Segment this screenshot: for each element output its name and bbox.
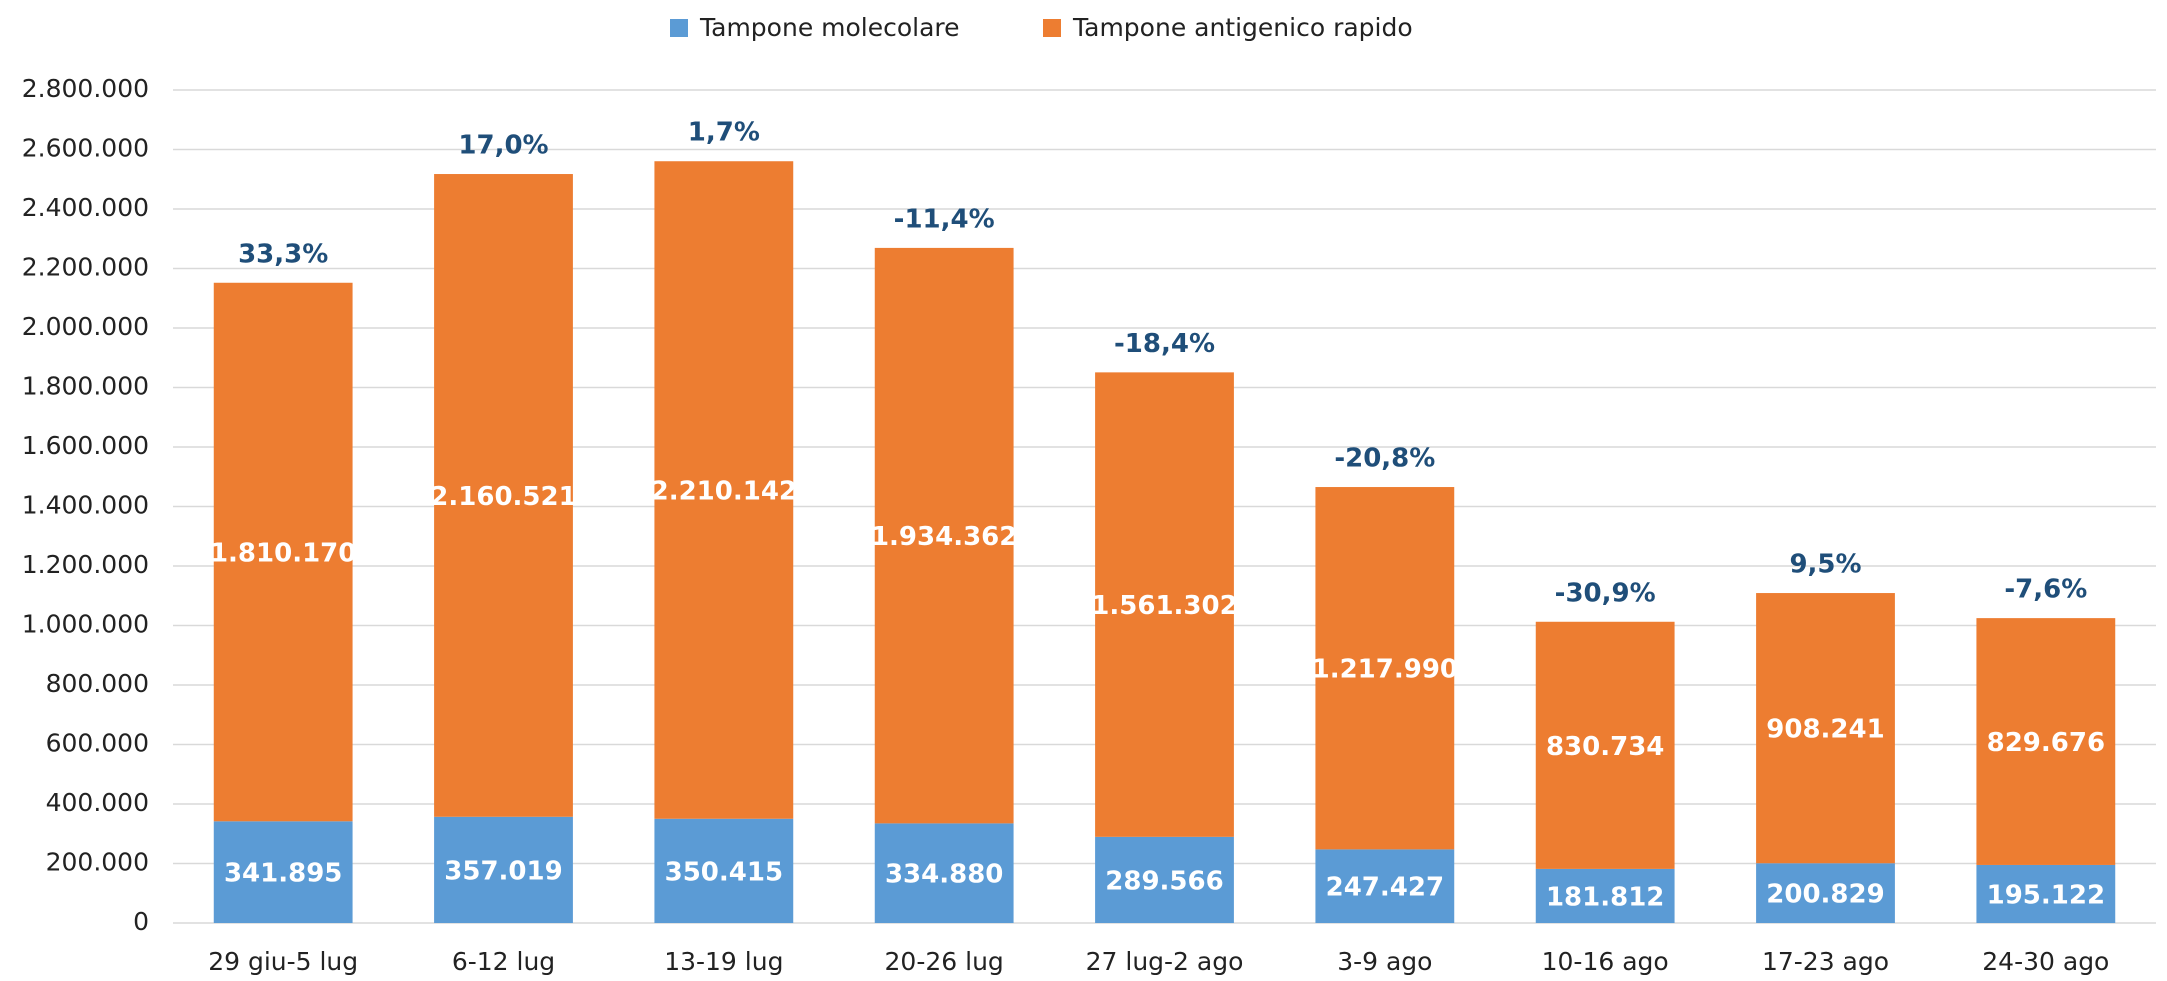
- y-tick-label: 1.000.000: [22, 610, 149, 639]
- value-label: 908.241: [1766, 715, 1884, 745]
- bar-segment: [874, 247, 1014, 824]
- annotation: 17,0%: [458, 131, 548, 161]
- y-tick-label: 2.000.000: [22, 312, 149, 341]
- y-tick-label: 0: [133, 907, 149, 936]
- x-tick-label: 13-19 lug: [664, 947, 783, 976]
- x-tick-label: 6-12 lug: [452, 947, 555, 976]
- x-tick-label: 17-23 ago: [1762, 947, 1889, 976]
- value-label: 289.566: [1105, 866, 1223, 896]
- value-label: 1.217.990: [1312, 655, 1458, 685]
- y-tick-label: 1.200.000: [22, 550, 149, 579]
- legend-label: Tampone molecolare: [699, 13, 960, 42]
- annotation: 9,5%: [1789, 550, 1861, 580]
- bar-segment: [1095, 372, 1234, 837]
- bar-segment: [1315, 849, 1455, 923]
- value-label: 829.676: [1987, 728, 2105, 758]
- y-tick-label: 2.400.000: [22, 193, 149, 222]
- legend-label: Tampone antigenico rapido: [1072, 13, 1413, 42]
- value-label: 2.160.521: [430, 482, 576, 512]
- bar-segment: [1976, 618, 2116, 865]
- x-tick-label: 29 giu-5 lug: [208, 947, 358, 976]
- y-tick-label: 2.600.000: [22, 134, 149, 163]
- bar-segment: [1976, 864, 2116, 923]
- bar-segment: [1315, 487, 1455, 850]
- y-tick-label: 400.000: [46, 788, 149, 817]
- y-tick-label: 1.400.000: [22, 491, 149, 520]
- value-label: 350.415: [665, 857, 783, 887]
- value-label: 181.812: [1546, 882, 1664, 912]
- annotation: -30,9%: [1555, 578, 1656, 608]
- value-label: 2.210.142: [651, 476, 797, 506]
- legend-swatch: [1043, 19, 1061, 37]
- y-tick-label: 800.000: [46, 669, 149, 698]
- y-tick-label: 2.800.000: [22, 74, 149, 103]
- bar-segment: [654, 161, 794, 819]
- value-label: 247.427: [1326, 873, 1444, 903]
- value-label: 830.734: [1546, 732, 1664, 762]
- y-tick-label: 600.000: [46, 729, 149, 758]
- legend-swatch: [670, 19, 688, 37]
- x-tick-label: 20-26 lug: [885, 947, 1004, 976]
- bar-segment: [1756, 863, 1895, 923]
- x-tick-label: 3-9 ago: [1337, 947, 1432, 976]
- bar-segment: [434, 816, 573, 923]
- y-tick-label: 2.200.000: [22, 253, 149, 282]
- bar-segment: [1095, 836, 1234, 923]
- annotation: -20,8%: [1334, 444, 1435, 474]
- value-label: 195.122: [1987, 880, 2105, 910]
- bar-segment: [1535, 621, 1675, 869]
- bar-segment: [213, 282, 353, 822]
- value-label: 1.561.302: [1091, 591, 1237, 621]
- bar-segment: [654, 818, 794, 923]
- y-tick-label: 1.600.000: [22, 431, 149, 460]
- annotation: -18,4%: [1114, 329, 1215, 359]
- value-label: 334.880: [885, 860, 1003, 890]
- y-tick-label: 1.800.000: [22, 372, 149, 401]
- annotation: 33,3%: [238, 239, 328, 269]
- bar-segment: [1535, 868, 1675, 923]
- annotation: 1,7%: [688, 118, 760, 148]
- value-label: 200.829: [1766, 880, 1884, 910]
- bar-segment: [874, 823, 1014, 923]
- value-label: 1.810.170: [210, 539, 356, 569]
- bar-segment: [1756, 593, 1895, 864]
- annotation: -11,4%: [894, 204, 995, 234]
- bar-segment: [434, 174, 573, 817]
- x-tick-label: 24-30 ago: [1982, 947, 2109, 976]
- x-tick-label: 10-16 ago: [1542, 947, 1669, 976]
- bar-segment: [213, 821, 353, 923]
- value-label: 1.934.362: [871, 522, 1017, 552]
- value-label: 341.895: [224, 859, 342, 889]
- y-tick-label: 200.000: [46, 848, 149, 877]
- value-label: 357.019: [444, 856, 562, 886]
- annotation: -7,6%: [2004, 575, 2087, 605]
- x-tick-label: 27 lug-2 ago: [1086, 947, 1244, 976]
